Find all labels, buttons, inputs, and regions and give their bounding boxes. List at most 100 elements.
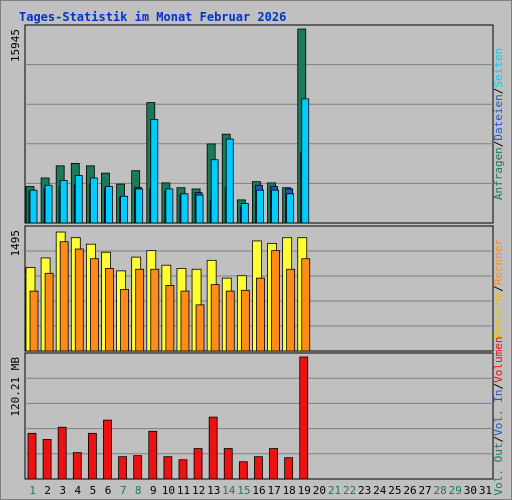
bar-dateien-day-6 [105, 186, 113, 224]
legend-entry: Seiten [492, 48, 505, 88]
tick-label-day-12: 12 [192, 484, 205, 497]
bar-volumen-day-14 [223, 448, 233, 480]
legend-entry: Dateien [492, 94, 505, 140]
bar-rechner-day-2 [44, 272, 54, 352]
bar-rechner-day-5 [89, 258, 99, 352]
tick-label-day-18: 18 [283, 484, 296, 497]
bar-rechner-day-15 [240, 289, 250, 352]
tick-label-day-29: 29 [449, 484, 462, 497]
bar-volumen-day-19 [299, 356, 309, 480]
tick-label-day-27: 27 [418, 484, 431, 497]
legend-separator: / [492, 383, 505, 390]
tick-label-day-8: 8 [135, 484, 142, 497]
bar-rechner-day-9 [150, 268, 160, 352]
legend-separator: / [492, 88, 505, 95]
bar-rechner-day-4 [74, 248, 84, 352]
tick-label-day-4: 4 [75, 484, 82, 497]
bar-volumen-day-10 [163, 456, 173, 480]
tick-label-day-9: 9 [150, 484, 157, 497]
tick-label-day-23: 23 [358, 484, 371, 497]
legend-entry: Vol. In [492, 390, 505, 436]
tick-label-day-31: 31 [479, 484, 492, 497]
legend-separator: / [492, 141, 505, 148]
tick-label-day-16: 16 [252, 484, 265, 497]
bar-rechner-day-19 [301, 258, 311, 352]
bar-dateien-day-4 [74, 175, 83, 224]
bar-dateien-day-11 [180, 193, 189, 224]
bar-volumen-day-8 [133, 455, 143, 480]
tick-label-day-2: 2 [44, 484, 51, 497]
tick-label-day-15: 15 [237, 484, 250, 497]
bar-dateien-day-12 [195, 194, 204, 224]
bar-dateien-day-17 [271, 189, 279, 224]
tick-label-day-21: 21 [328, 484, 341, 497]
tick-label-day-11: 11 [177, 484, 190, 497]
bar-dateien-day-18 [286, 193, 295, 224]
bar-dateien-day-1 [29, 189, 38, 224]
legend-entry: Volumen [492, 337, 505, 383]
max-label-volume: 120.21 MB [9, 357, 22, 417]
bar-dateien-day-13 [210, 159, 219, 224]
bar-dateien-day-14 [225, 138, 234, 224]
bar-rechner-day-18 [286, 268, 296, 352]
bar-dateien-day-8 [135, 188, 144, 224]
legend-hits: Anfragen/Dateien/Seiten [492, 48, 505, 200]
tick-label-day-17: 17 [267, 484, 280, 497]
bar-rechner-day-11 [180, 290, 190, 352]
legend-entry: Anfragen [492, 147, 505, 200]
tick-label-day-28: 28 [434, 484, 447, 497]
tick-label-day-5: 5 [90, 484, 97, 497]
tick-label-day-6: 6 [105, 484, 112, 497]
tick-label-day-30: 30 [464, 484, 477, 497]
max-label-hits: 15945 [9, 29, 22, 62]
bar-dateien-day-9 [150, 119, 159, 224]
bar-volumen-day-16 [254, 456, 263, 480]
bar-rechner-day-1 [29, 290, 39, 352]
bar-dateien-day-3 [59, 180, 68, 224]
legend-volume: Vol. Out/Vol. In/Volumen [492, 337, 505, 496]
bar-volumen-day-2 [42, 439, 52, 480]
bar-dateien-day-10 [165, 188, 174, 224]
tick-label-day-14: 14 [222, 484, 236, 497]
bar-volumen-day-13 [208, 416, 218, 480]
legend-visits: Besuche/Rechner [492, 238, 505, 338]
tick-label-day-10: 10 [162, 484, 175, 497]
tick-label-day-25: 25 [388, 484, 401, 497]
tick-label-day-20: 20 [313, 484, 326, 497]
bar-rechner-day-12 [195, 304, 205, 352]
tick-label-day-13: 13 [207, 484, 220, 497]
tick-label-day-19: 19 [298, 484, 311, 497]
bar-volumen-day-18 [284, 457, 294, 480]
tick-label-day-3: 3 [59, 484, 66, 497]
bar-dateien-day-2 [44, 184, 53, 224]
bar-rechner-day-13 [210, 284, 220, 352]
bar-volumen-day-11 [178, 459, 188, 480]
bar-volumen-day-3 [57, 426, 67, 480]
bar-volumen-day-5 [87, 432, 97, 480]
bar-volumen-day-6 [103, 419, 112, 480]
bar-rechner-day-7 [120, 289, 129, 352]
bar-volumen-day-15 [238, 461, 248, 480]
max-label-visits: 1495 [9, 230, 22, 257]
tick-label-day-7: 7 [120, 484, 127, 497]
bar-dateien-day-5 [89, 177, 98, 224]
legend-separator: / [492, 285, 505, 292]
bar-volumen-day-7 [118, 456, 127, 480]
bar-rechner-day-6 [105, 268, 114, 352]
bar-dateien-day-15 [240, 203, 249, 224]
bar-dateien-day-7 [120, 195, 128, 224]
legend-entry: Rechner [492, 238, 505, 285]
bar-rechner-day-8 [135, 268, 145, 352]
tick-label-day-26: 26 [403, 484, 416, 497]
bar-dateien-day-16 [256, 189, 264, 224]
tick-label-day-1: 1 [29, 484, 36, 497]
legend-separator: / [492, 436, 505, 443]
bar-rechner-day-16 [256, 277, 265, 352]
bar-rechner-day-10 [165, 285, 175, 352]
bar-rechner-day-17 [271, 250, 280, 352]
tick-label-day-24: 24 [373, 484, 387, 497]
bar-volumen-day-9 [148, 430, 158, 480]
bar-rechner-day-3 [59, 241, 69, 352]
